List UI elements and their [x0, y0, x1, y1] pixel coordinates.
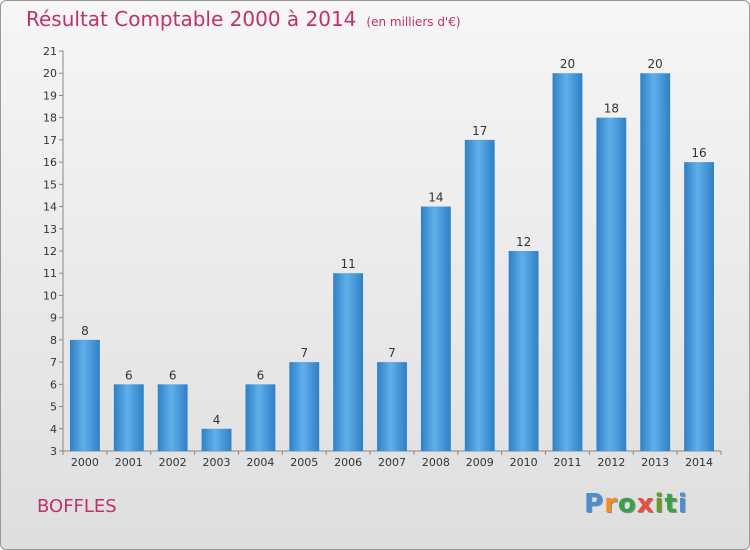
- bar: [552, 73, 583, 451]
- bar: [201, 428, 232, 451]
- logo-letter: P: [584, 489, 605, 519]
- y-tick-label: 16: [43, 156, 57, 169]
- bar: [684, 162, 714, 451]
- x-tick-label: 2007: [378, 456, 406, 469]
- y-tick-label: 21: [43, 45, 57, 58]
- chart-title-text: Résultat Comptable 2000 à 2014: [26, 7, 357, 31]
- y-tick-label: 20: [43, 67, 57, 80]
- y-tick-label: 18: [43, 112, 57, 125]
- bar-value-label: 6: [257, 368, 265, 382]
- y-tick-label: 9: [50, 312, 57, 325]
- x-tick-label: 2004: [246, 456, 274, 469]
- y-tick-label: 15: [43, 178, 57, 191]
- y-tick-label: 14: [43, 201, 57, 214]
- y-tick-label: 5: [50, 401, 57, 414]
- x-tick-label: 2000: [71, 456, 99, 469]
- y-tick-label: 4: [50, 423, 57, 436]
- x-tick-label: 2009: [466, 456, 494, 469]
- bar-value-label: 7: [388, 346, 396, 360]
- bar: [245, 384, 276, 451]
- y-tick-label: 13: [43, 223, 57, 236]
- logo-letter: i: [654, 489, 665, 519]
- chart-title: Résultat Comptable 2000 à 2014 (en millie…: [26, 7, 461, 31]
- x-tick-label: 2008: [422, 456, 450, 469]
- logo-letter: o: [617, 489, 637, 519]
- x-tick-label: 2002: [159, 456, 187, 469]
- bar: [157, 384, 188, 451]
- bar-value-label: 11: [340, 257, 355, 271]
- bar-value-label: 8: [81, 324, 89, 338]
- y-tick-label: 17: [43, 134, 57, 147]
- y-tick-label: 19: [43, 89, 57, 102]
- x-tick-label: 2003: [203, 456, 231, 469]
- chart-subtitle: (en milliers d'€): [366, 15, 461, 29]
- y-tick-label: 3: [50, 445, 57, 458]
- x-tick-label: 2013: [641, 456, 669, 469]
- y-tick-label: 6: [50, 378, 57, 391]
- bar: [420, 206, 451, 451]
- x-tick-label: 2005: [290, 456, 318, 469]
- bars: 8 6 6 4 6 7 11 7 14 17 12 20 18 20 16: [70, 57, 714, 452]
- axes: 3 4 5 6 7 8 9 10 11 12 13 14 15 16 17 18 19 20 21 2000 2001 2…: [43, 45, 722, 469]
- y-tick-label: 12: [43, 245, 57, 258]
- bar: [333, 273, 364, 451]
- bar: [508, 251, 539, 451]
- bar: [113, 384, 144, 451]
- bar-value-label: 20: [560, 57, 575, 71]
- bar: [640, 73, 671, 451]
- bar: [377, 362, 407, 451]
- bar: [70, 339, 100, 451]
- bar-value-label: 20: [648, 57, 663, 71]
- logo-letter: r: [604, 489, 618, 519]
- bar-value-label: 16: [691, 146, 706, 160]
- y-tick-label: 8: [50, 334, 57, 347]
- x-tick-label: 2012: [597, 456, 625, 469]
- bar-value-label: 14: [428, 191, 443, 205]
- bar: [464, 139, 495, 451]
- x-tick-label: 2006: [334, 456, 362, 469]
- logo-letter: i: [677, 489, 688, 519]
- proxiti-logo: Proxiti: [584, 489, 688, 519]
- bar-value-label: 7: [300, 346, 308, 360]
- x-tick-label: 2011: [553, 456, 581, 469]
- bar: [289, 362, 320, 451]
- bar-value-label: 6: [125, 368, 133, 382]
- x-tick-label: 2001: [115, 456, 143, 469]
- y-tick-label: 7: [50, 356, 57, 369]
- logo-letter: x: [636, 489, 655, 519]
- bar-value-label: 4: [213, 413, 221, 427]
- bar: [596, 117, 627, 452]
- bar-value-label: 18: [604, 102, 619, 116]
- bar-value-label: 17: [472, 124, 487, 138]
- y-tick-label: 11: [43, 267, 57, 280]
- commune-name: BOFFLES: [37, 496, 117, 517]
- x-tick-label: 2014: [685, 456, 713, 469]
- x-tick-label: 2010: [510, 456, 538, 469]
- logo-letter: t: [664, 489, 678, 519]
- bar-value-label: 12: [516, 235, 531, 249]
- bar-value-label: 6: [169, 368, 177, 382]
- y-tick-label: 10: [43, 289, 57, 302]
